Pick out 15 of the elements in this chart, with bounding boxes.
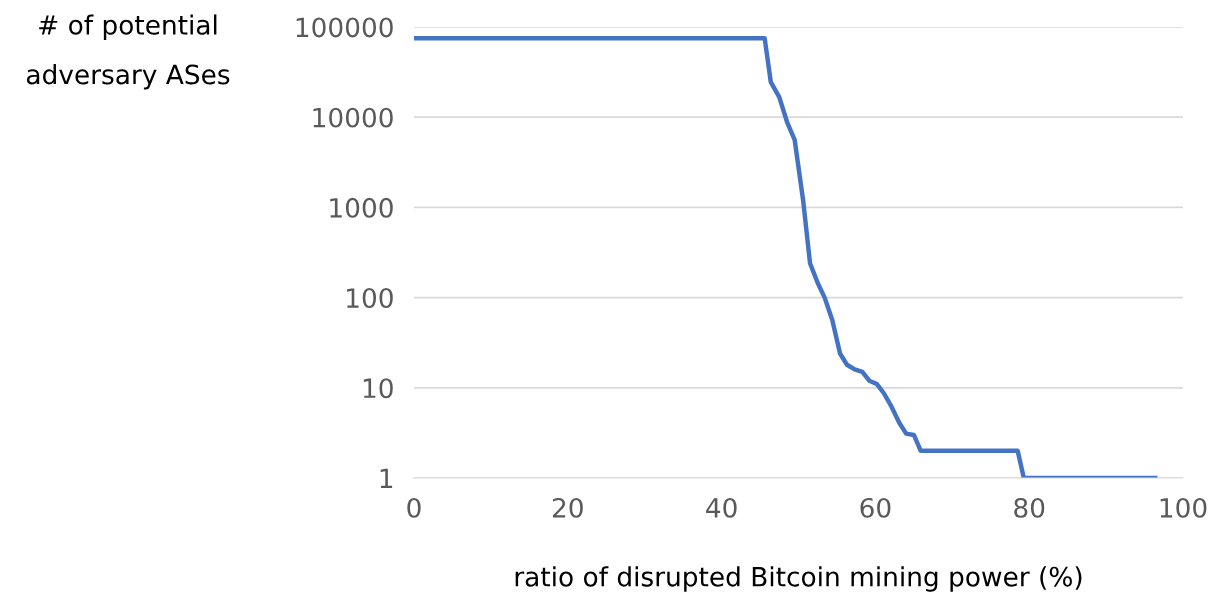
- y-tick-label: 10000: [313, 107, 393, 128]
- x-tick-label: 100: [1160, 497, 1207, 518]
- x-tick-label: 20: [552, 497, 583, 518]
- y-tick-label: 10: [363, 378, 393, 399]
- y-tick-label: 100000: [296, 17, 393, 38]
- x-tick-label: 40: [706, 497, 737, 518]
- y-axis-title: # of potential adversary ASes: [26, 14, 230, 90]
- x-tick-label: 60: [860, 497, 891, 518]
- y-tick-label: 100: [347, 288, 393, 308]
- line-series: [414, 36, 1158, 478]
- y-tick-label: 1: [380, 468, 393, 489]
- x-tick-label: 0: [407, 497, 421, 518]
- x-axis-title: ratio of disrupted Bitcoin mining power (%): [515, 566, 1082, 592]
- x-tick-label: 80: [1014, 497, 1045, 518]
- y-tick-label: 1000: [330, 197, 393, 218]
